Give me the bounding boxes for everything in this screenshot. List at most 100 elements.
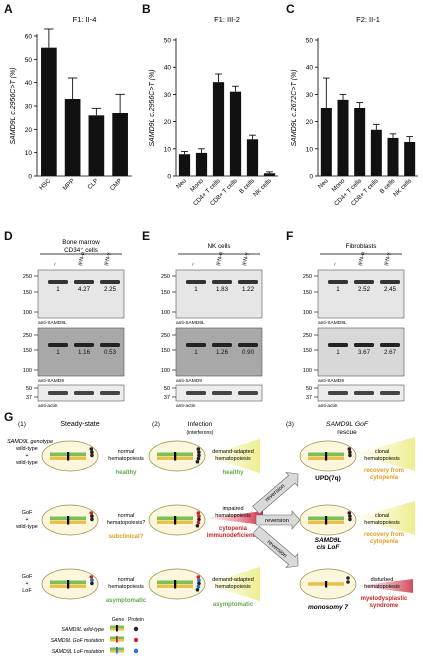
- y-axis-label: SAMD9L c.2956C>T (%): [10, 67, 17, 144]
- legend-protein-dot: [133, 648, 139, 654]
- blot-band: [354, 280, 374, 284]
- schematic-text: cytopenia: [370, 475, 399, 481]
- antibody-label: anti-actin: [38, 403, 58, 409]
- y-tick-label: 40: [306, 65, 314, 72]
- band-value: 1: [194, 286, 198, 293]
- x-tick-label: HSC: [38, 177, 53, 192]
- blot-band: [74, 343, 94, 347]
- mw-marker: 150: [161, 348, 170, 354]
- schematic-text: Steady-state: [60, 421, 99, 428]
- mw-marker: 50: [26, 386, 32, 392]
- bar: [387, 137, 399, 176]
- panel-label-e: E: [142, 229, 151, 243]
- schematic-text: asymptomatic: [213, 602, 254, 608]
- genotype-label: LoF: [22, 588, 32, 594]
- y-tick-label: 0: [309, 174, 313, 181]
- chart-title: F1: II-4: [73, 15, 97, 24]
- bar: [112, 113, 128, 176]
- recovery-triangle: [355, 501, 415, 535]
- blot-band: [48, 280, 68, 284]
- mw-marker: 37: [306, 395, 312, 401]
- band-value: 3.67: [358, 349, 371, 356]
- blot-band: [328, 343, 348, 347]
- lane-label: IFN-γ: [384, 252, 392, 267]
- genotype-label: +: [25, 453, 28, 459]
- lane-label: –: [190, 261, 197, 266]
- actin-band: [238, 391, 258, 395]
- genotype-label: +: [25, 517, 28, 523]
- cell-r1c3: [299, 440, 357, 472]
- mw-marker: 100: [303, 368, 312, 374]
- schematic-text: (3): [286, 421, 294, 428]
- protein-dot: [196, 520, 201, 525]
- protein-dot: [90, 514, 94, 518]
- antibody-label: anti-SAMD9L: [38, 320, 67, 326]
- schematic-text: normal: [118, 449, 135, 455]
- antibody-label: anti-SAMD9L: [176, 320, 205, 326]
- protein-dot: [346, 580, 350, 584]
- schematic-text: (2): [152, 421, 160, 428]
- blot-band: [100, 343, 120, 347]
- legend-header: Protein: [128, 617, 144, 623]
- protein-dot: [197, 514, 201, 518]
- band-value: 1.22: [242, 286, 255, 293]
- protein-dot: [195, 588, 200, 592]
- bar: [212, 82, 225, 176]
- protein-dot: [90, 453, 94, 458]
- y-tick-label: 10: [306, 146, 314, 153]
- gene-marker: [174, 580, 177, 589]
- panel-label-f: F: [286, 229, 294, 243]
- schematic-text: demand-adapted: [212, 449, 254, 455]
- protein-dot: [89, 575, 94, 579]
- genotype-label: GoF: [22, 574, 33, 580]
- cell-r3c2: [148, 568, 206, 600]
- bar: [320, 108, 332, 176]
- schematic-text: hematopoiesis: [364, 520, 400, 526]
- actin-band: [74, 391, 94, 395]
- schematic-text: cytopenia: [219, 526, 248, 532]
- actin-band: [212, 391, 232, 395]
- schematic-text: healthy: [222, 470, 244, 476]
- y-tick-label: 50: [306, 38, 314, 45]
- cell-r1c1: [41, 440, 99, 472]
- lane-label: IFN-α: [358, 251, 366, 267]
- y-tick-label: 10: [25, 150, 33, 157]
- panel-label-b: B: [142, 2, 151, 16]
- panel-label-a: A: [4, 2, 13, 16]
- legend-label: SAMD9L GoF mutation: [51, 638, 105, 644]
- band-value: 0.53: [104, 349, 117, 356]
- blot-band: [186, 280, 206, 284]
- protein-dot: [195, 460, 200, 464]
- gene-marker: [174, 452, 177, 461]
- antibody-label: anti-SAMD9: [38, 378, 64, 384]
- legend-gene-marker: [116, 625, 118, 632]
- bar: [41, 47, 57, 176]
- y-tick-label: 50: [164, 38, 172, 45]
- legend-protein-dot: [133, 637, 139, 643]
- y-tick-label: 40: [164, 65, 172, 72]
- protein-dot: [348, 514, 352, 518]
- y-tick-label: 0: [28, 174, 32, 181]
- panel-label-c: C: [286, 2, 295, 16]
- actin-band: [48, 391, 68, 395]
- mw-marker: 150: [303, 290, 312, 296]
- blot-band: [354, 343, 374, 347]
- y-tick-label: 30: [306, 92, 314, 99]
- y-tick-label: 0: [167, 174, 171, 181]
- band-value: 2.52: [358, 286, 371, 293]
- schematic-text: impaired: [222, 506, 243, 512]
- y-axis-label: SAMD9L c.2956C>T (%): [149, 69, 156, 146]
- schematic-text: SAMD9L genotype: [7, 439, 53, 445]
- band-value: 1.26: [216, 349, 229, 356]
- blot-band: [238, 343, 258, 347]
- protein-dot: [348, 450, 352, 454]
- actin-band: [380, 391, 400, 395]
- reversion-arrow-down: [252, 525, 299, 569]
- schematic-text: immunodeficiency: [207, 533, 260, 539]
- schematic-text: SAMD9L: [315, 537, 342, 544]
- blot-band: [380, 280, 400, 284]
- protein-dot: [196, 584, 201, 589]
- schematic-text: syndrome: [370, 603, 399, 609]
- lane-label: IFN-γ: [104, 252, 112, 267]
- antibody-label: anti-SAMD9L: [318, 320, 347, 326]
